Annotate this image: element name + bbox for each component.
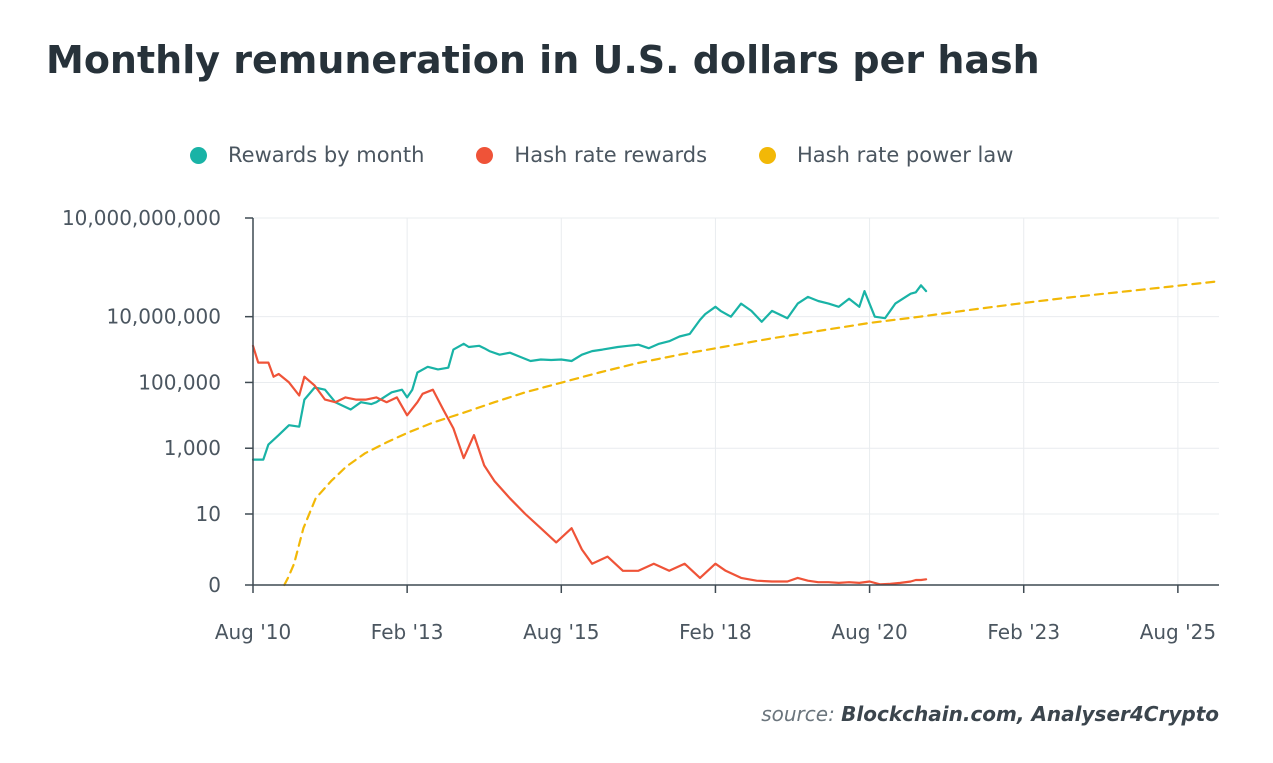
y-tick-label: 10,000,000	[106, 305, 221, 329]
series-rewards-by-month-line	[251, 284, 928, 461]
legend-label: Hash rate power law	[797, 143, 1014, 167]
legend: Rewards by month Hash rate rewards Hash …	[190, 140, 1065, 170]
y-tick-label: 0	[208, 573, 221, 597]
legend-dot-hash-rate-power-law-icon	[759, 146, 777, 164]
legend-label: Rewards by month	[228, 143, 425, 167]
legend-label: Hash rate rewards	[514, 143, 708, 167]
x-tick-label: Aug '10	[215, 620, 291, 644]
y-tick-label: 10	[196, 502, 221, 526]
x-tick-label: Aug '25	[1140, 620, 1216, 644]
legend-dot-hash-rate-rewards-icon	[476, 146, 494, 164]
legend-item-rewards-by-month[interactable]: Rewards by month	[190, 143, 424, 167]
page-title: Monthly remuneration in U.S. dollars per…	[46, 38, 1040, 82]
series-hash-rate-rewards-line	[251, 344, 928, 586]
y-tick-label: 100,000	[138, 370, 221, 394]
y-tick-label: 10,000,000,000	[62, 206, 221, 230]
x-tick-label: Feb '18	[679, 620, 752, 644]
y-tick-label: 1,000	[164, 436, 221, 460]
x-tick-label: Feb '23	[987, 620, 1060, 644]
legend-item-hash-rate-power-law[interactable]: Hash rate power law	[759, 143, 1013, 167]
legend-dot-rewards-by-month-icon	[190, 146, 207, 164]
source-names: Blockchain.com, Analyser4Crypto	[841, 702, 1219, 726]
series-layer	[251, 280, 1221, 587]
source-prefix: source:	[761, 702, 835, 726]
x-tick-label: Feb '13	[371, 620, 444, 644]
x-tick-label: Aug '20	[831, 620, 907, 644]
x-tick-label: Aug '15	[523, 620, 599, 644]
series-hash-rate-power-law-line	[283, 280, 1221, 587]
axes: 0 10 1,000 100,000 10,000,000 10,000,000,000 A…	[62, 206, 1219, 644]
grid	[252, 217, 1219, 585]
legend-item-hash-rate-rewards[interactable]: Hash rate rewards	[476, 143, 707, 167]
source-note: source: Blockchain.com, Analyser4Crypto	[761, 702, 1219, 726]
